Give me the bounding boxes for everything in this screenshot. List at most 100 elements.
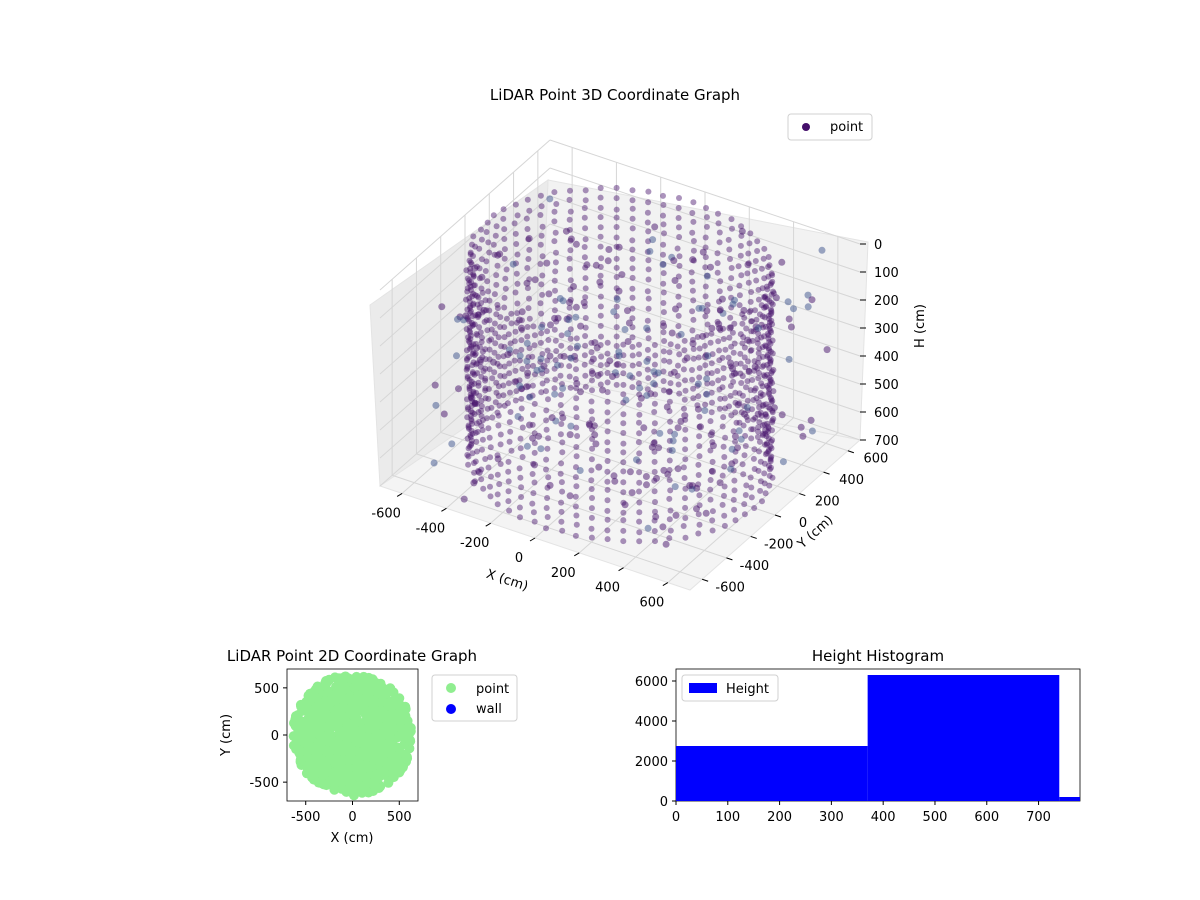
plot3d-point-1206 [767,458,774,465]
plot2d-point-843 [405,722,416,733]
plot3d-point-783 [763,413,770,420]
plot3d-point-1519 [523,279,531,287]
plot2d-point-887 [337,702,348,712]
plot3d-point-556 [676,283,683,289]
plot2d-point-627 [349,790,359,801]
plot3d-point-27 [512,201,519,208]
plot3d-point-1402 [707,431,715,439]
plot3d-point-6 [766,262,773,269]
plot3d-point-349 [604,389,611,396]
plot3d-point-1133 [666,516,673,523]
plot3d-point-719 [740,422,747,429]
plot3d-point-749 [492,330,499,337]
plot3d-point-748 [501,324,508,331]
plot3d-point-373 [714,269,721,276]
plot3d-point-85 [538,203,545,210]
plot3d-point-1298 [799,432,807,440]
plot3d-point-568 [501,294,508,301]
plot3d-point-785 [769,397,776,404]
plot3d-point-832 [651,468,658,475]
plot3d-point-731 [739,340,746,347]
plot3d-point-730 [747,347,754,354]
plot3d-point-1334 [663,403,671,411]
plot3d-point-327 [514,251,521,258]
plot3d-point-271 [476,265,483,272]
plot3d-point-815 [466,385,473,391]
plot3d-point-565 [538,281,545,288]
plot3d-point-1122 [505,488,512,495]
plot3d-point-913 [716,357,723,364]
plot3d-point-366 [769,321,776,328]
plot2d-point-814 [363,715,373,726]
plot3d-point-1438 [716,306,724,314]
plot3d-point-762 [507,428,514,435]
plot3d-point-774 [682,456,689,463]
plot2d-point-856 [336,783,347,794]
plot3d-point-364 [769,337,776,344]
plot3d-point-1443 [453,352,460,360]
plot2d-point-824 [351,746,362,757]
plot3d-point-1483 [770,404,778,412]
plot3d-point-444 [552,259,559,266]
plot3d-point-17 [660,192,666,199]
plot3d-point-214 [468,279,475,285]
plot3d-point-123 [767,306,774,313]
plot3d-point-775 [696,453,703,460]
plot3d-point-1011 [636,499,643,506]
plot3d-point-541 [757,390,764,397]
plot3d-point-34 [467,249,474,256]
plot3d-point-663 [767,394,774,401]
plot3d-point-1109 [493,389,500,396]
plot3d-point-975 [690,355,697,362]
plot3d-point-949 [604,486,611,493]
plot3d-point-82 [582,197,589,204]
plot3d-point-738 [645,305,652,312]
plot3d-point-173 [666,358,673,365]
plot3d-z-ticks: 0 100 200 300 400 500 600 700 [860,238,899,449]
plot3d-point-1145 [767,456,774,463]
plot3d-point-619 [629,285,636,292]
plot3d-point-715 [696,443,703,450]
plot3d-point-32 [470,233,477,240]
plot3d-x-tickmark-4 [574,552,580,557]
plot3d-point-1368 [659,261,667,268]
plot3d-point-471 [636,411,643,418]
plot3d-point-889 [604,478,611,485]
plot3d-point-1300 [494,251,502,259]
plot3d-point-964 [765,435,772,442]
plot3d-point-1390 [709,467,716,475]
plot3d-point-462 [505,380,512,387]
plot3d-point-1203 [766,482,773,489]
plot3d-point-761 [495,422,502,429]
plot3d-x-ticklabel-1: -400 [416,521,446,536]
plot2d-y-ticklabel-0: -500 [249,776,279,791]
plot3d-point-1315 [614,360,622,368]
plot3d-point-1310 [707,263,714,271]
plot3d-point-448 [502,275,509,282]
plot3d-point-290 [620,381,627,388]
plot3d-point-1277 [709,442,717,450]
plot3d-point-178 [731,340,738,347]
plot3d-point-172 [651,361,658,368]
plot3d-point-1497 [516,352,524,360]
plot3d-point-1193 [667,527,674,534]
plot3d-point-256 [676,234,683,240]
histogram-bar-0 [676,746,868,801]
plot3d-point-967 [762,411,769,417]
plot2d-point-898 [333,761,344,772]
plot3d-point-727 [764,371,770,378]
plot3d-point-472 [651,409,658,415]
plot3d-point-1434 [650,380,658,388]
plot3d-point-1436 [668,329,676,337]
plot3d-point-216 [466,295,473,302]
plot3d-point-759 [478,407,485,414]
plot3d-y-tickmark-5 [823,471,830,475]
plot3d-point-1057 [468,440,475,447]
plot3d-point-1048 [501,373,508,380]
plot3d-point-679 [629,294,636,301]
plot3d-point-957 [719,472,726,479]
plot3d-point-1513 [478,273,486,281]
plot3d-point-834 [680,464,687,471]
plot3d-point-1476 [649,236,657,244]
plot3d-point-615 [690,297,697,304]
